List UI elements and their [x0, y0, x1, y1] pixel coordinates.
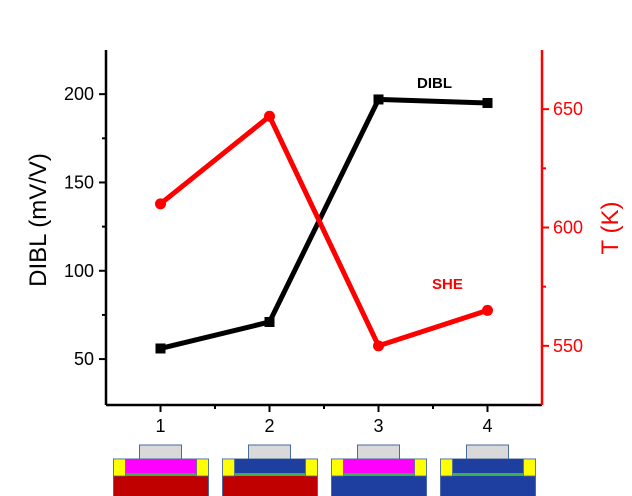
interface-layer	[234, 473, 306, 476]
source-contact	[113, 458, 126, 477]
interface-layer	[343, 473, 415, 476]
series-layer	[155, 94, 493, 354]
she-marker	[264, 110, 275, 122]
left-tick-label: 100	[64, 261, 94, 281]
device-cross-section-icons	[113, 444, 536, 496]
device-icon-2	[222, 444, 318, 496]
drain-contact	[305, 458, 318, 477]
right-tick-label: 600	[553, 218, 583, 238]
she-line	[158, 113, 489, 349]
device-icon-1	[113, 444, 209, 496]
gate-block	[139, 444, 182, 460]
gate-block	[466, 444, 509, 460]
source-contact	[440, 458, 453, 477]
dibl-series-label: DIBL	[417, 75, 452, 92]
channel-layer	[222, 459, 318, 476]
source-contact	[222, 458, 235, 477]
left-axis-title: DIBL (mV/V)	[25, 153, 52, 287]
she-series-label: SHE	[432, 276, 463, 293]
channel-layer	[440, 459, 536, 476]
dibl-marker	[155, 343, 166, 354]
channel-layer	[113, 459, 209, 476]
dibl-marker	[482, 97, 493, 108]
interface-layer	[452, 473, 524, 476]
dibl-marker	[373, 94, 384, 105]
dibl-marker	[264, 316, 275, 327]
right-tick-label: 550	[553, 336, 583, 356]
left-axis-ticks: 50 100 150 200	[64, 84, 106, 369]
left-tick-label: 200	[64, 84, 94, 104]
gate-block	[357, 444, 400, 460]
drain-contact	[196, 458, 209, 477]
x-tick-label: 3	[373, 416, 383, 436]
source-contact	[331, 458, 344, 477]
right-tick-label: 650	[553, 99, 583, 119]
x-axis-ticks: 1 2 3 4	[155, 405, 493, 436]
x-tick-label: 1	[155, 416, 165, 436]
device-icon-3	[331, 444, 427, 496]
she-marker	[373, 340, 384, 352]
right-axis-title: T (K)	[597, 202, 624, 255]
left-tick-label: 150	[64, 172, 94, 192]
x-tick-label: 4	[482, 416, 492, 436]
drain-contact	[414, 458, 427, 477]
x-tick-label: 2	[264, 416, 274, 436]
she-marker	[155, 198, 166, 210]
left-tick-label: 50	[74, 349, 94, 369]
device-icon-4	[440, 444, 536, 496]
she-marker	[482, 304, 493, 316]
drain-contact	[523, 458, 536, 477]
dibl-line	[159, 96, 488, 351]
right-axis-ticks: 550 600 650	[542, 99, 583, 356]
gate-block	[248, 444, 291, 460]
channel-layer	[331, 459, 427, 476]
interface-layer	[125, 473, 197, 476]
